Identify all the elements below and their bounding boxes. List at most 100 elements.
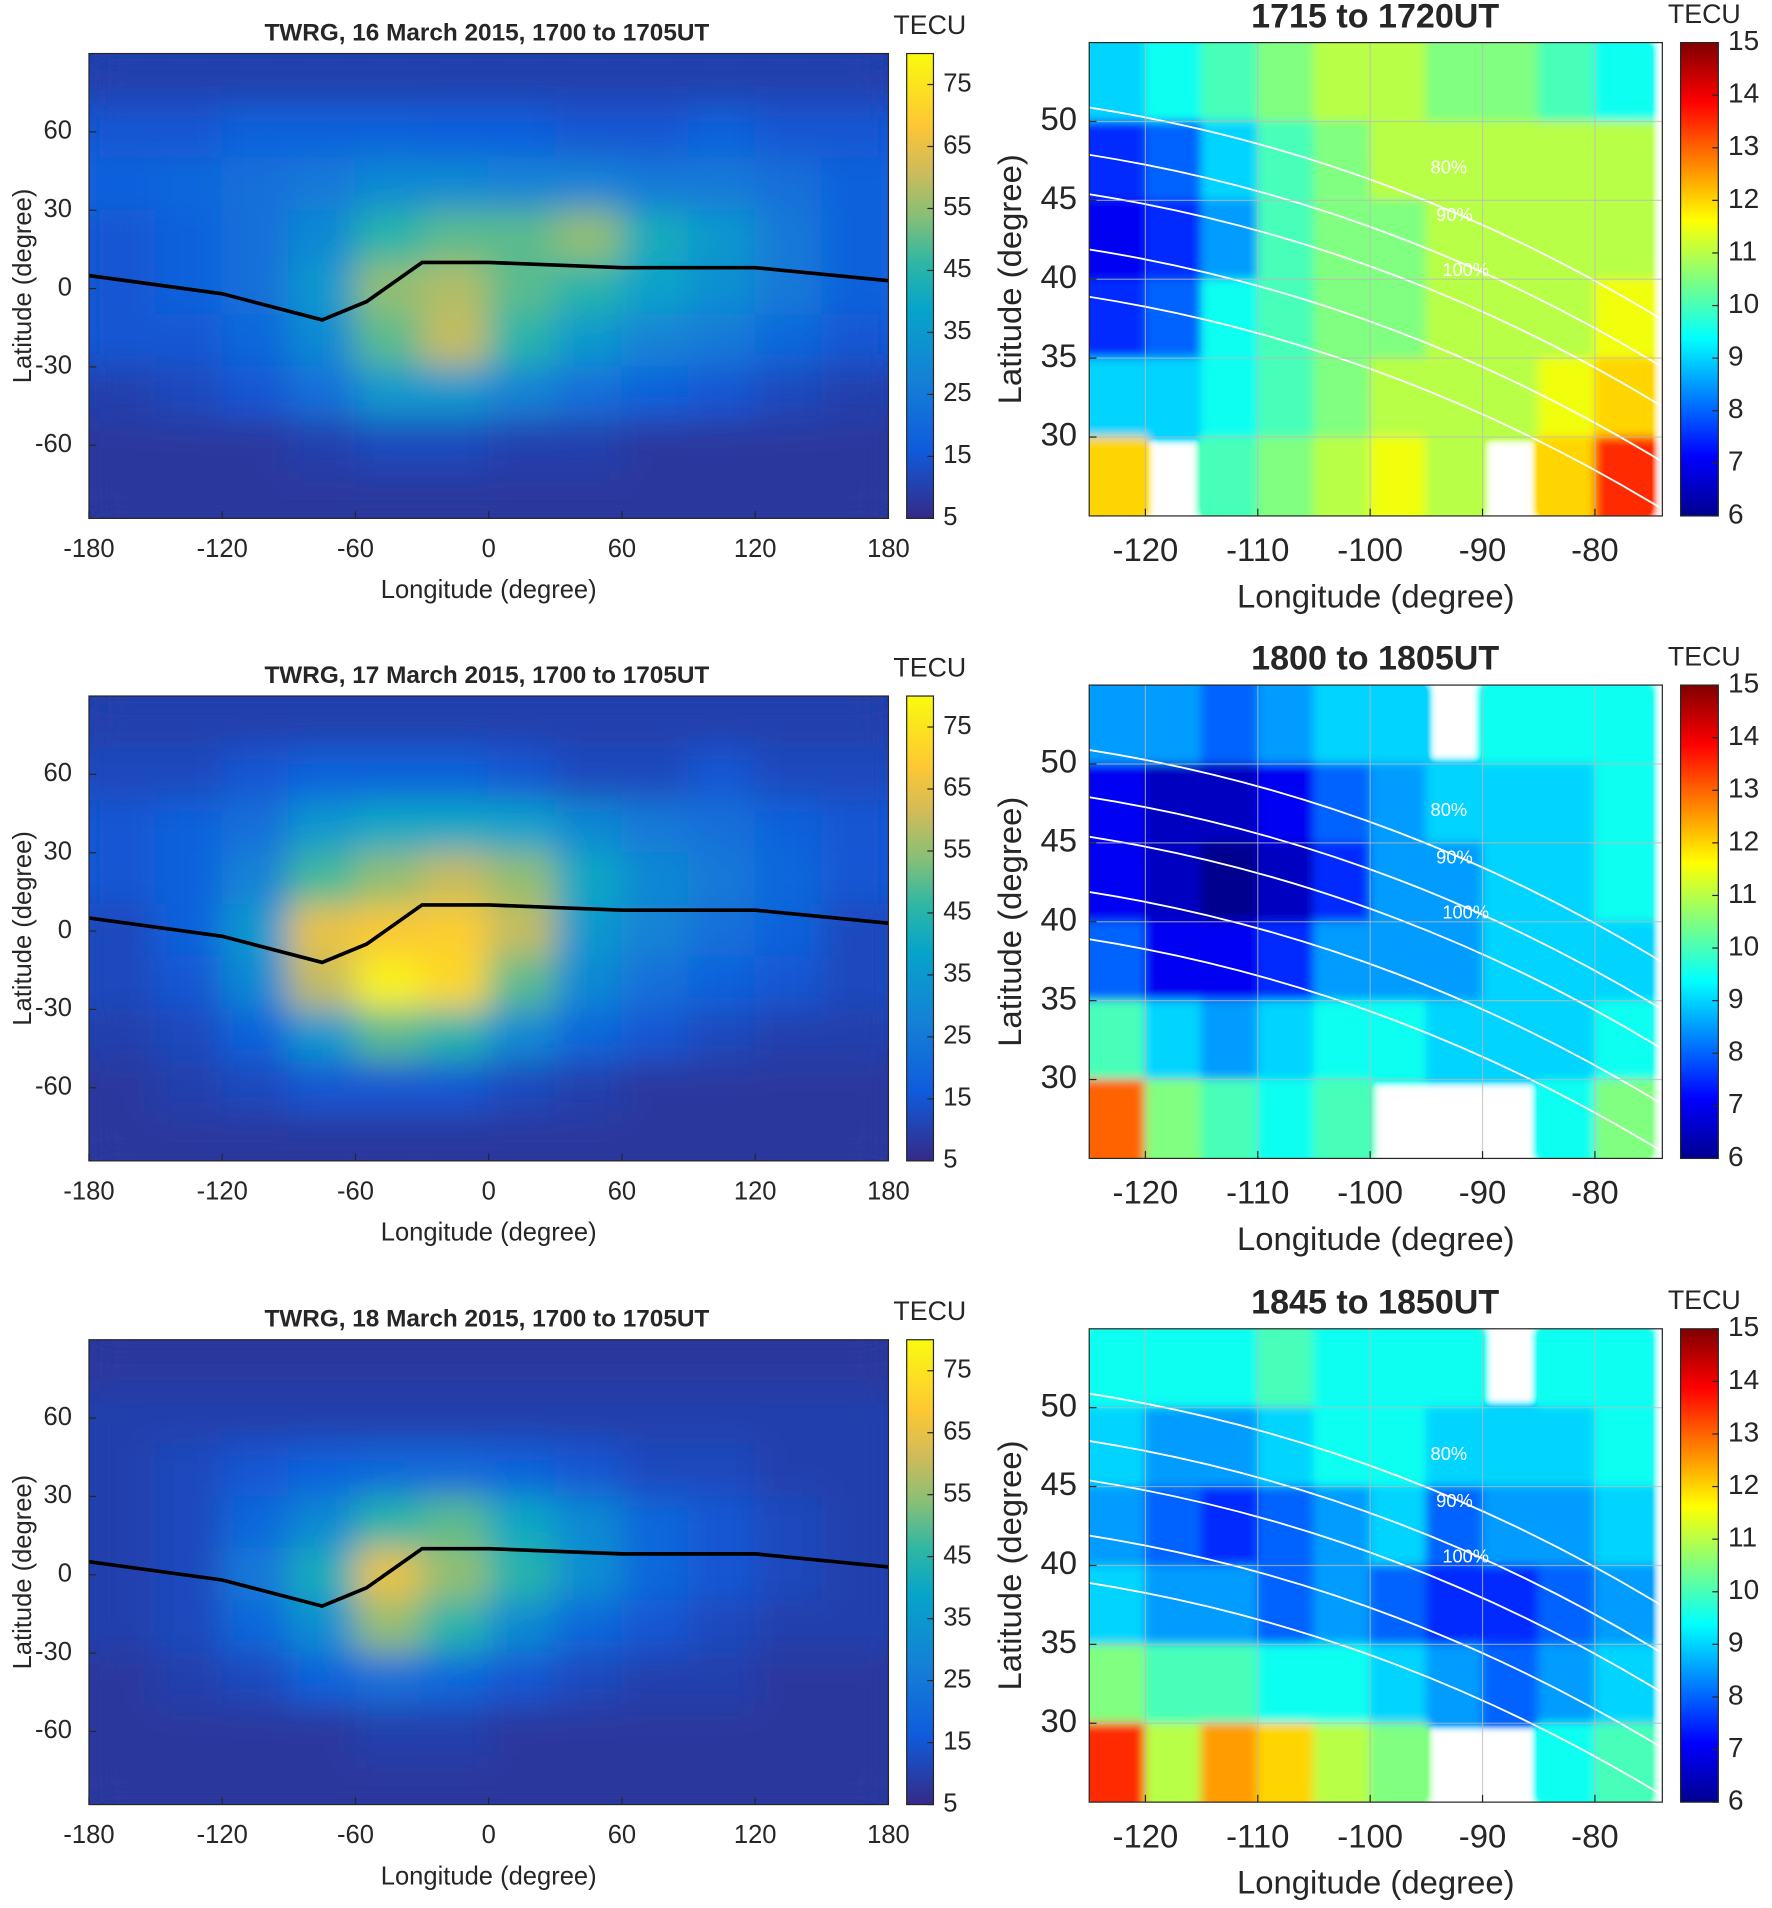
colorbar (1679, 1328, 1719, 1803)
heatmap-cell (1200, 1328, 1259, 1409)
heatmap-cell (554, 157, 623, 211)
heatmap-cell (621, 799, 690, 854)
heatmap-cell (621, 1548, 690, 1602)
heatmap-cell (88, 470, 157, 519)
heatmap-cell (554, 1113, 623, 1161)
heatmap-cell (687, 470, 756, 519)
heatmap-cell (1089, 278, 1147, 359)
heatmap-cell (354, 747, 423, 802)
heatmap-cell (1538, 120, 1596, 201)
heatmap-cell (288, 1113, 357, 1161)
heatmap-cell (354, 209, 423, 264)
heatmap-cell (687, 1704, 756, 1759)
heatmap-cell (354, 314, 423, 368)
colorbar-tick-label: 65 (943, 1417, 971, 1445)
y-tick-label: 45 (1040, 822, 1077, 859)
heatmap-cell (1369, 120, 1427, 201)
y-tick-label: -60 (35, 430, 72, 458)
y-tick-label: 30 (44, 195, 72, 223)
heatmap-cell (1425, 1407, 1484, 1488)
colorbar-tick-label: 12 (1728, 183, 1759, 214)
heatmap-cell (354, 1600, 423, 1654)
heatmap-cell (1538, 278, 1596, 359)
y-tick-label: 30 (1040, 1702, 1077, 1739)
heatmap-cell (1369, 1000, 1427, 1081)
heatmap-cell (821, 852, 889, 906)
y-tick-label: 40 (1040, 900, 1077, 937)
heatmap-cell (554, 799, 623, 854)
heatmap-cell (687, 314, 756, 368)
heatmap-cell (754, 1113, 823, 1161)
y-tick-label: 0 (58, 916, 72, 944)
x-tick-label: 120 (734, 1177, 777, 1205)
x-axis-label: Longitude (degree) (1237, 1864, 1515, 1901)
heatmap-cell (1144, 763, 1203, 844)
heatmap-cell (1425, 42, 1484, 123)
annotation: 80% (1431, 1443, 1468, 1464)
heatmap-cell (288, 1652, 357, 1706)
heatmap-cell (1089, 42, 1147, 123)
heatmap-cell (154, 1113, 223, 1161)
y-tick-label: 40 (1040, 1544, 1077, 1581)
heatmap-cell (1313, 357, 1371, 438)
colorbar-tick-label: 9 (1728, 983, 1744, 1014)
heatmap-cell (754, 157, 823, 211)
heatmap-cell (154, 105, 223, 159)
heatmap-cell (1089, 763, 1147, 844)
heatmap-cell (1538, 763, 1596, 844)
heatmap-cell (621, 1113, 690, 1161)
x-tick-label: -90 (1459, 1174, 1506, 1211)
heatmap-cell (821, 1548, 889, 1602)
heatmap-cell (821, 1704, 889, 1759)
colorbar-tick-label: 25 (943, 1022, 971, 1050)
heatmap-cell (821, 696, 889, 749)
heatmap-cell (421, 209, 490, 264)
obscuration-line (1089, 1440, 1663, 1655)
heatmap-cell (687, 53, 756, 107)
heatmap-cell (1594, 436, 1652, 516)
heatmap-cell (1369, 685, 1427, 765)
heatmap-cell (621, 366, 690, 420)
y-tick-label: 40 (1040, 258, 1077, 295)
heatmap-cell (221, 53, 290, 107)
heatmap-cell (288, 852, 357, 906)
heatmap-cell (288, 366, 357, 420)
heatmap-cell (288, 1756, 357, 1805)
heatmap-cell (554, 209, 623, 264)
heatmap-cell (554, 956, 623, 1011)
colorbar-tick-label: 15 (943, 441, 971, 469)
heatmap-cell (687, 1548, 756, 1602)
heatmap (1089, 1328, 1652, 1803)
heatmap-cell (687, 1113, 756, 1161)
heatmap-cell (221, 799, 290, 854)
colorbar-tick-label: 65 (943, 131, 971, 159)
heatmap-cell (821, 209, 889, 264)
heatmap-cell (554, 1391, 623, 1445)
heatmap-cell (421, 1443, 490, 1498)
x-axis-label: Longitude (degree) (381, 1862, 597, 1890)
heatmap-cell (1481, 842, 1540, 923)
colorbar-tick-label: 8 (1728, 1679, 1744, 1710)
heatmap-cell (1089, 1328, 1147, 1409)
heatmap-cell (754, 1704, 823, 1759)
colorbar-tick-label: 10 (1728, 288, 1759, 319)
heatmap-cell (488, 1008, 556, 1063)
heatmap-cell (1594, 1000, 1652, 1081)
heatmap-cell (1369, 1407, 1427, 1488)
heatmap-cell (488, 1113, 556, 1161)
heatmap-cell (687, 696, 756, 749)
heatmap-cell (621, 1008, 690, 1063)
heatmap-cell (1144, 120, 1203, 201)
plot-area (88, 696, 889, 1161)
heatmap-cell (554, 1548, 623, 1602)
heatmap-cell (1144, 685, 1203, 765)
heatmap-cell (754, 314, 823, 368)
heatmap-cell (288, 1339, 357, 1393)
colorbar-tick-label: 8 (1728, 1036, 1744, 1067)
y-tick-label: -30 (35, 1638, 72, 1666)
colorbar (906, 52, 935, 519)
heatmap-cell (421, 53, 490, 107)
heatmap-cell (554, 1652, 623, 1706)
x-tick-label: -90 (1459, 531, 1506, 568)
heatmap-cell (1538, 685, 1596, 765)
